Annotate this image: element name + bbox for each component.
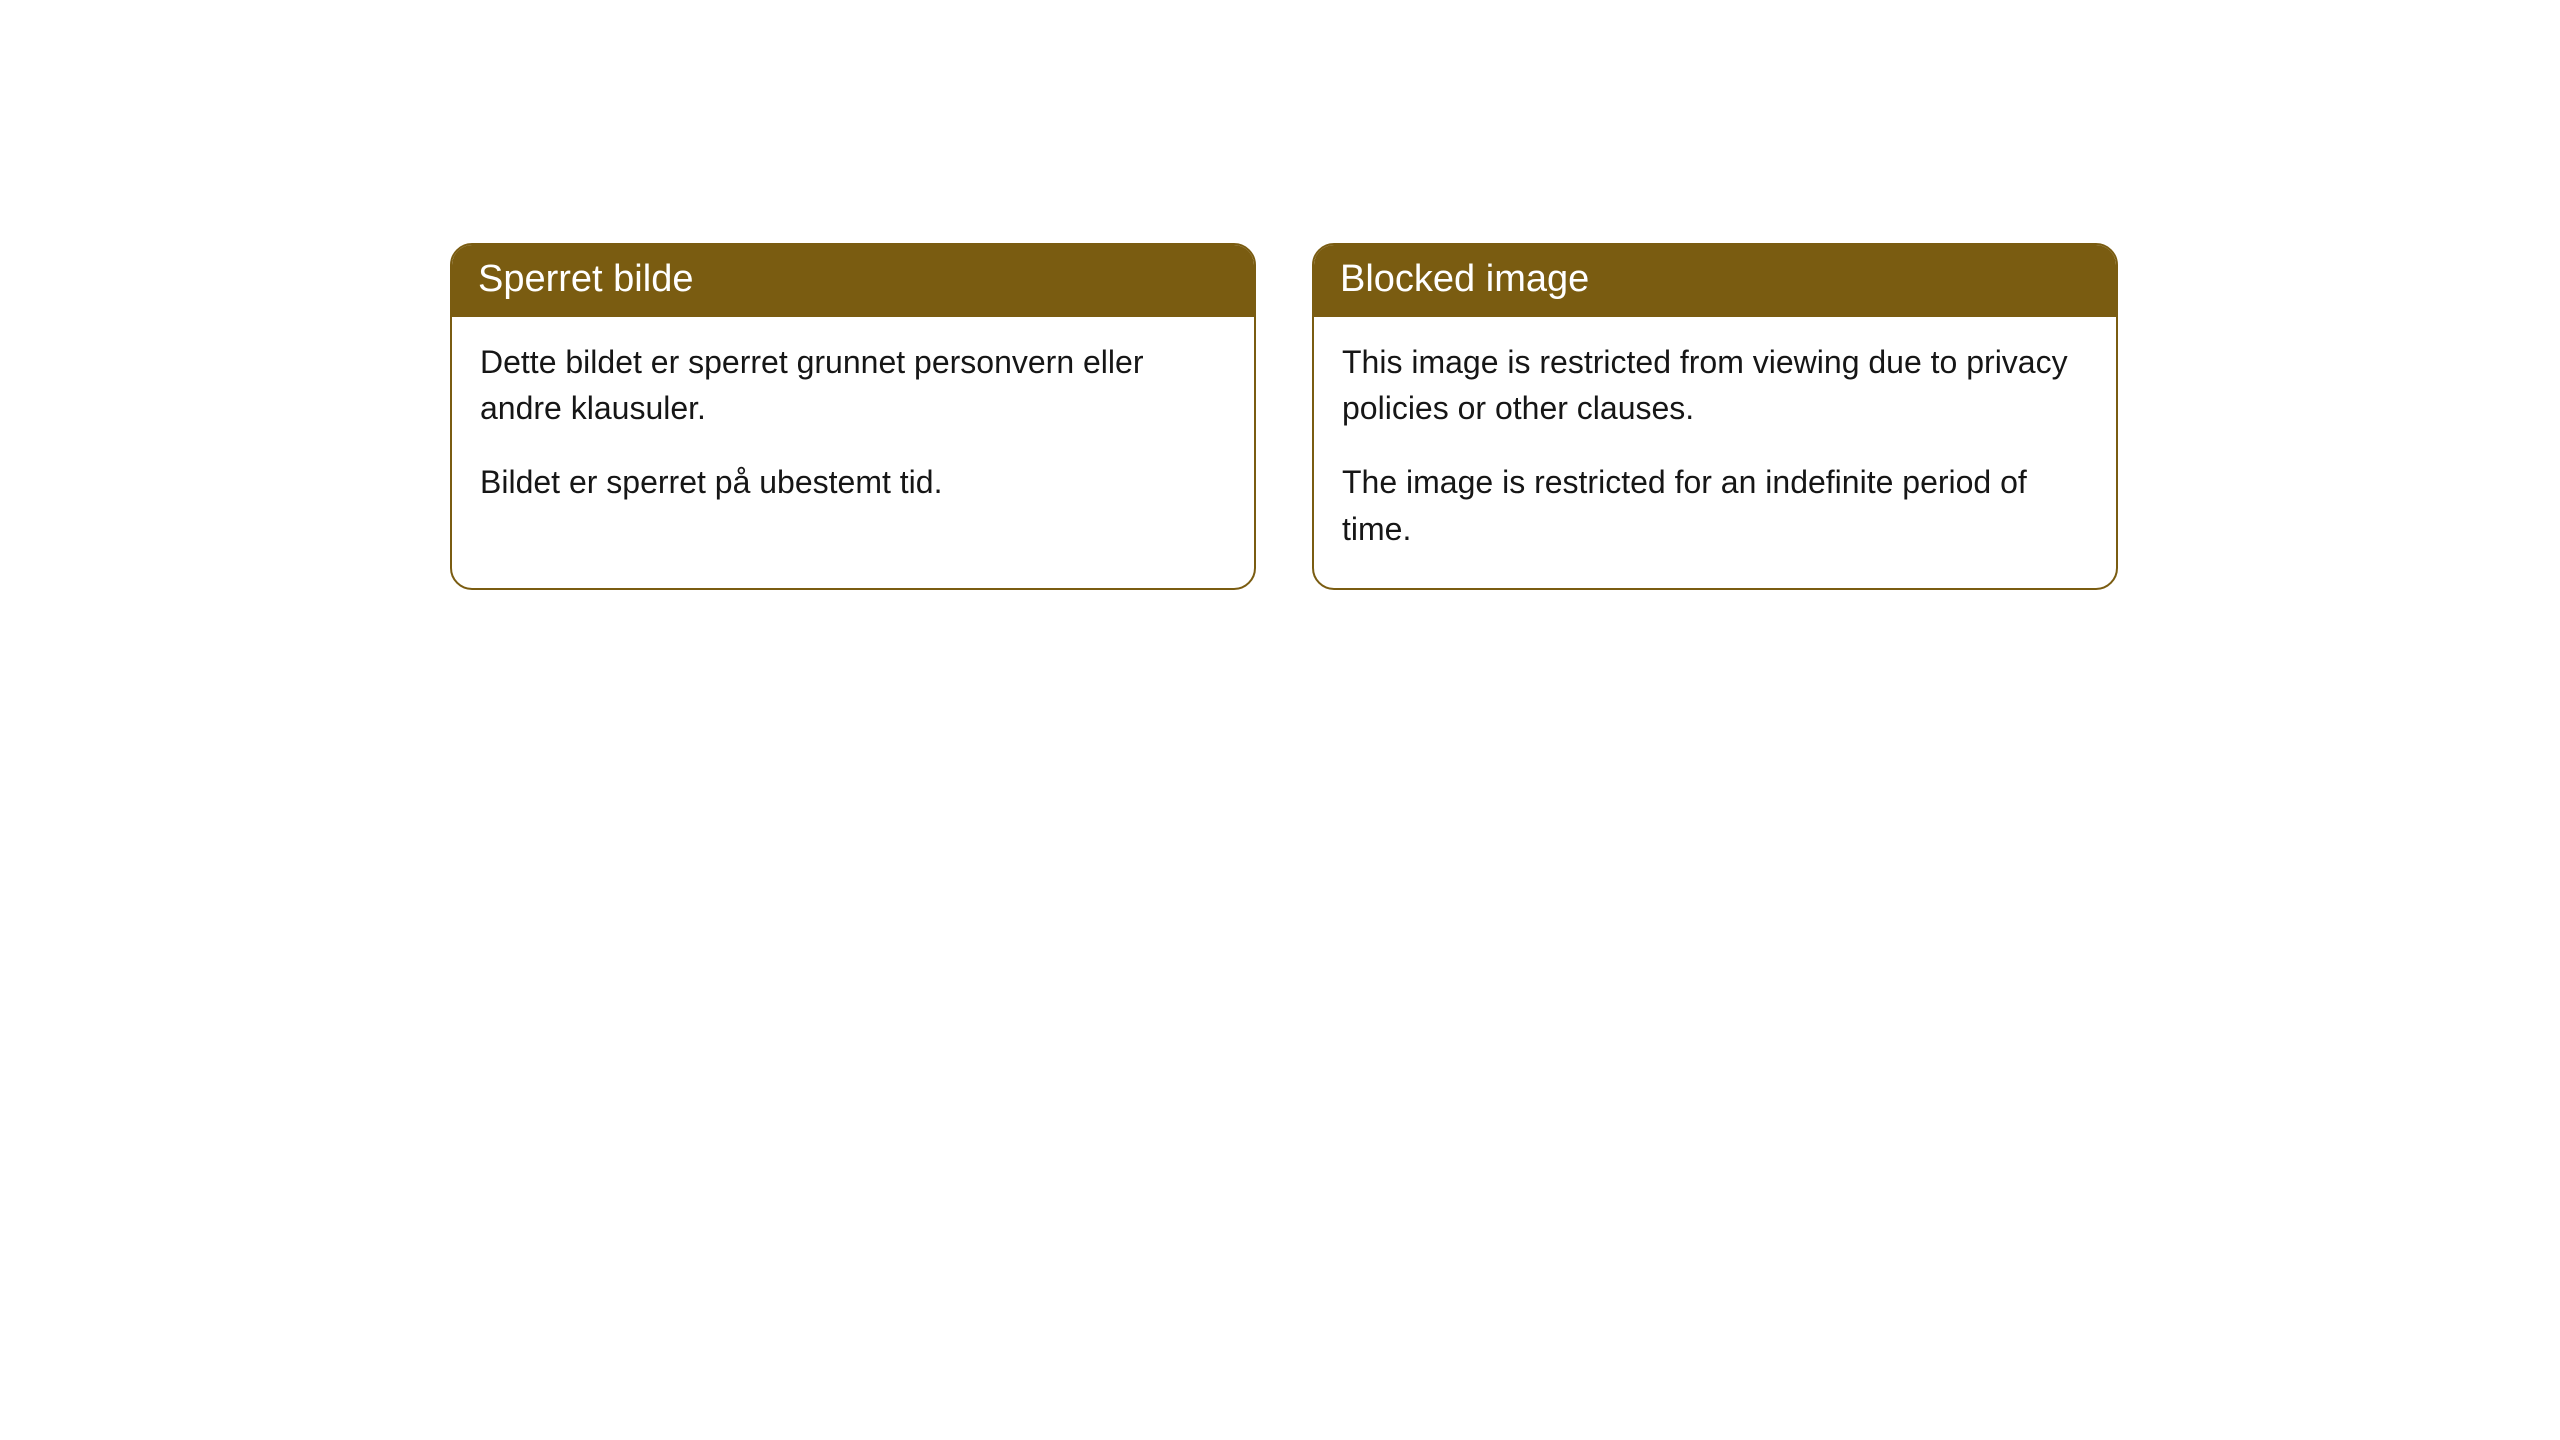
card-header-english: Blocked image [1314, 245, 2116, 317]
card-text-paragraph: Dette bildet er sperret grunnet personve… [480, 339, 1226, 432]
notice-card-english: Blocked image This image is restricted f… [1312, 243, 2118, 590]
card-body-norwegian: Dette bildet er sperret grunnet personve… [452, 317, 1254, 542]
card-text-paragraph: This image is restricted from viewing du… [1342, 339, 2088, 432]
notice-card-norwegian: Sperret bilde Dette bildet er sperret gr… [450, 243, 1256, 590]
card-header-norwegian: Sperret bilde [452, 245, 1254, 317]
notice-container: Sperret bilde Dette bildet er sperret gr… [0, 0, 2560, 590]
card-text-paragraph: Bildet er sperret på ubestemt tid. [480, 459, 1226, 505]
card-text-paragraph: The image is restricted for an indefinit… [1342, 459, 2088, 552]
card-body-english: This image is restricted from viewing du… [1314, 317, 2116, 589]
